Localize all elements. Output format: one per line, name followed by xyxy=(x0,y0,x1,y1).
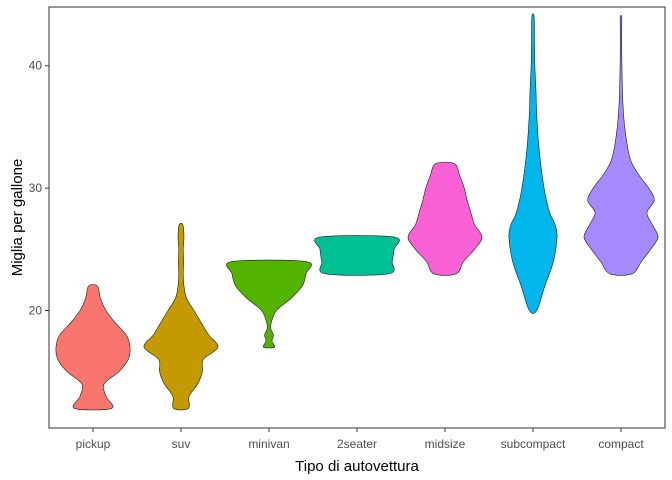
x-axis: pickup suv minivan 2seater midsize subcompact… xyxy=(76,428,644,451)
x-tick-label-2seater: 2seater xyxy=(337,437,377,451)
x-tick-label-compact: compact xyxy=(598,437,644,451)
y-tick-label: 20 xyxy=(29,304,43,318)
violin-compact xyxy=(583,14,659,276)
violin-2seater xyxy=(314,235,400,276)
violin-layer xyxy=(55,13,659,411)
x-tick-label-midsize: midsize xyxy=(425,437,466,451)
y-tick-label: 30 xyxy=(29,181,43,195)
y-axis: 20 30 40 xyxy=(29,59,49,318)
plot-panel xyxy=(48,6,666,429)
violin-subcompact xyxy=(508,13,558,314)
x-tick-label-minivan: minivan xyxy=(248,437,289,451)
violin-suv xyxy=(143,223,219,411)
x-tick-label-suv: suv xyxy=(172,437,191,451)
x-axis-title: Tipo di autovettura xyxy=(295,458,419,475)
y-tick-label: 40 xyxy=(29,59,43,73)
violin-minivan xyxy=(226,259,312,349)
violin-midsize xyxy=(407,161,483,276)
x-tick-label-pickup: pickup xyxy=(76,437,111,451)
x-tick-label-subcompact: subcompact xyxy=(501,437,566,451)
violin-pickup xyxy=(55,284,131,411)
y-axis-title: Miglia per gallone xyxy=(9,159,26,277)
